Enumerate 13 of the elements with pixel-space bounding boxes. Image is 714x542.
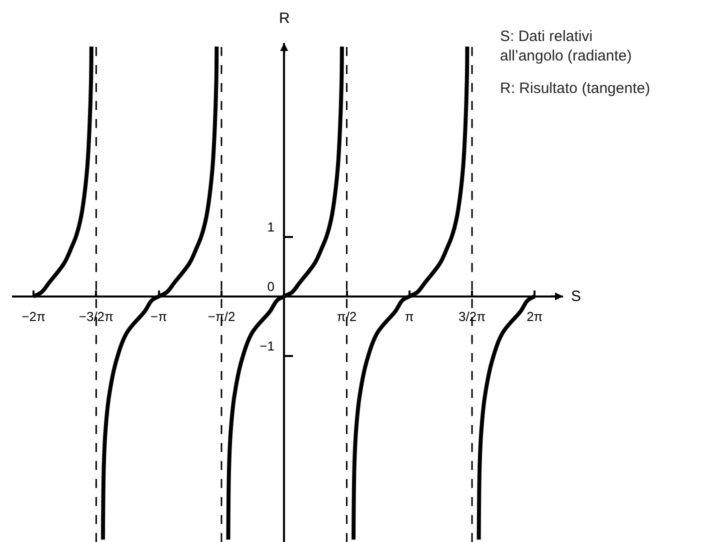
- x-axis-title: S: [571, 288, 582, 305]
- x-tick-label: π: [404, 308, 414, 324]
- x-tick-label: −π: [150, 308, 168, 324]
- x-tick-label: 2π: [526, 308, 543, 324]
- y-tick-label: 0: [267, 278, 275, 294]
- annotation: R: Risultato (tangente): [500, 80, 650, 97]
- x-tick-label: 3/2π: [458, 308, 486, 324]
- x-tick-label: −3/2π: [78, 308, 114, 324]
- y-tick-label: 1: [267, 219, 275, 234]
- annotation: S: Dati relativi all’angolo (radiante): [500, 28, 632, 64]
- y-axis-title: R: [279, 10, 290, 27]
- x-tick-label: −2π: [22, 308, 46, 324]
- y-tick-label: −1: [260, 338, 275, 354]
